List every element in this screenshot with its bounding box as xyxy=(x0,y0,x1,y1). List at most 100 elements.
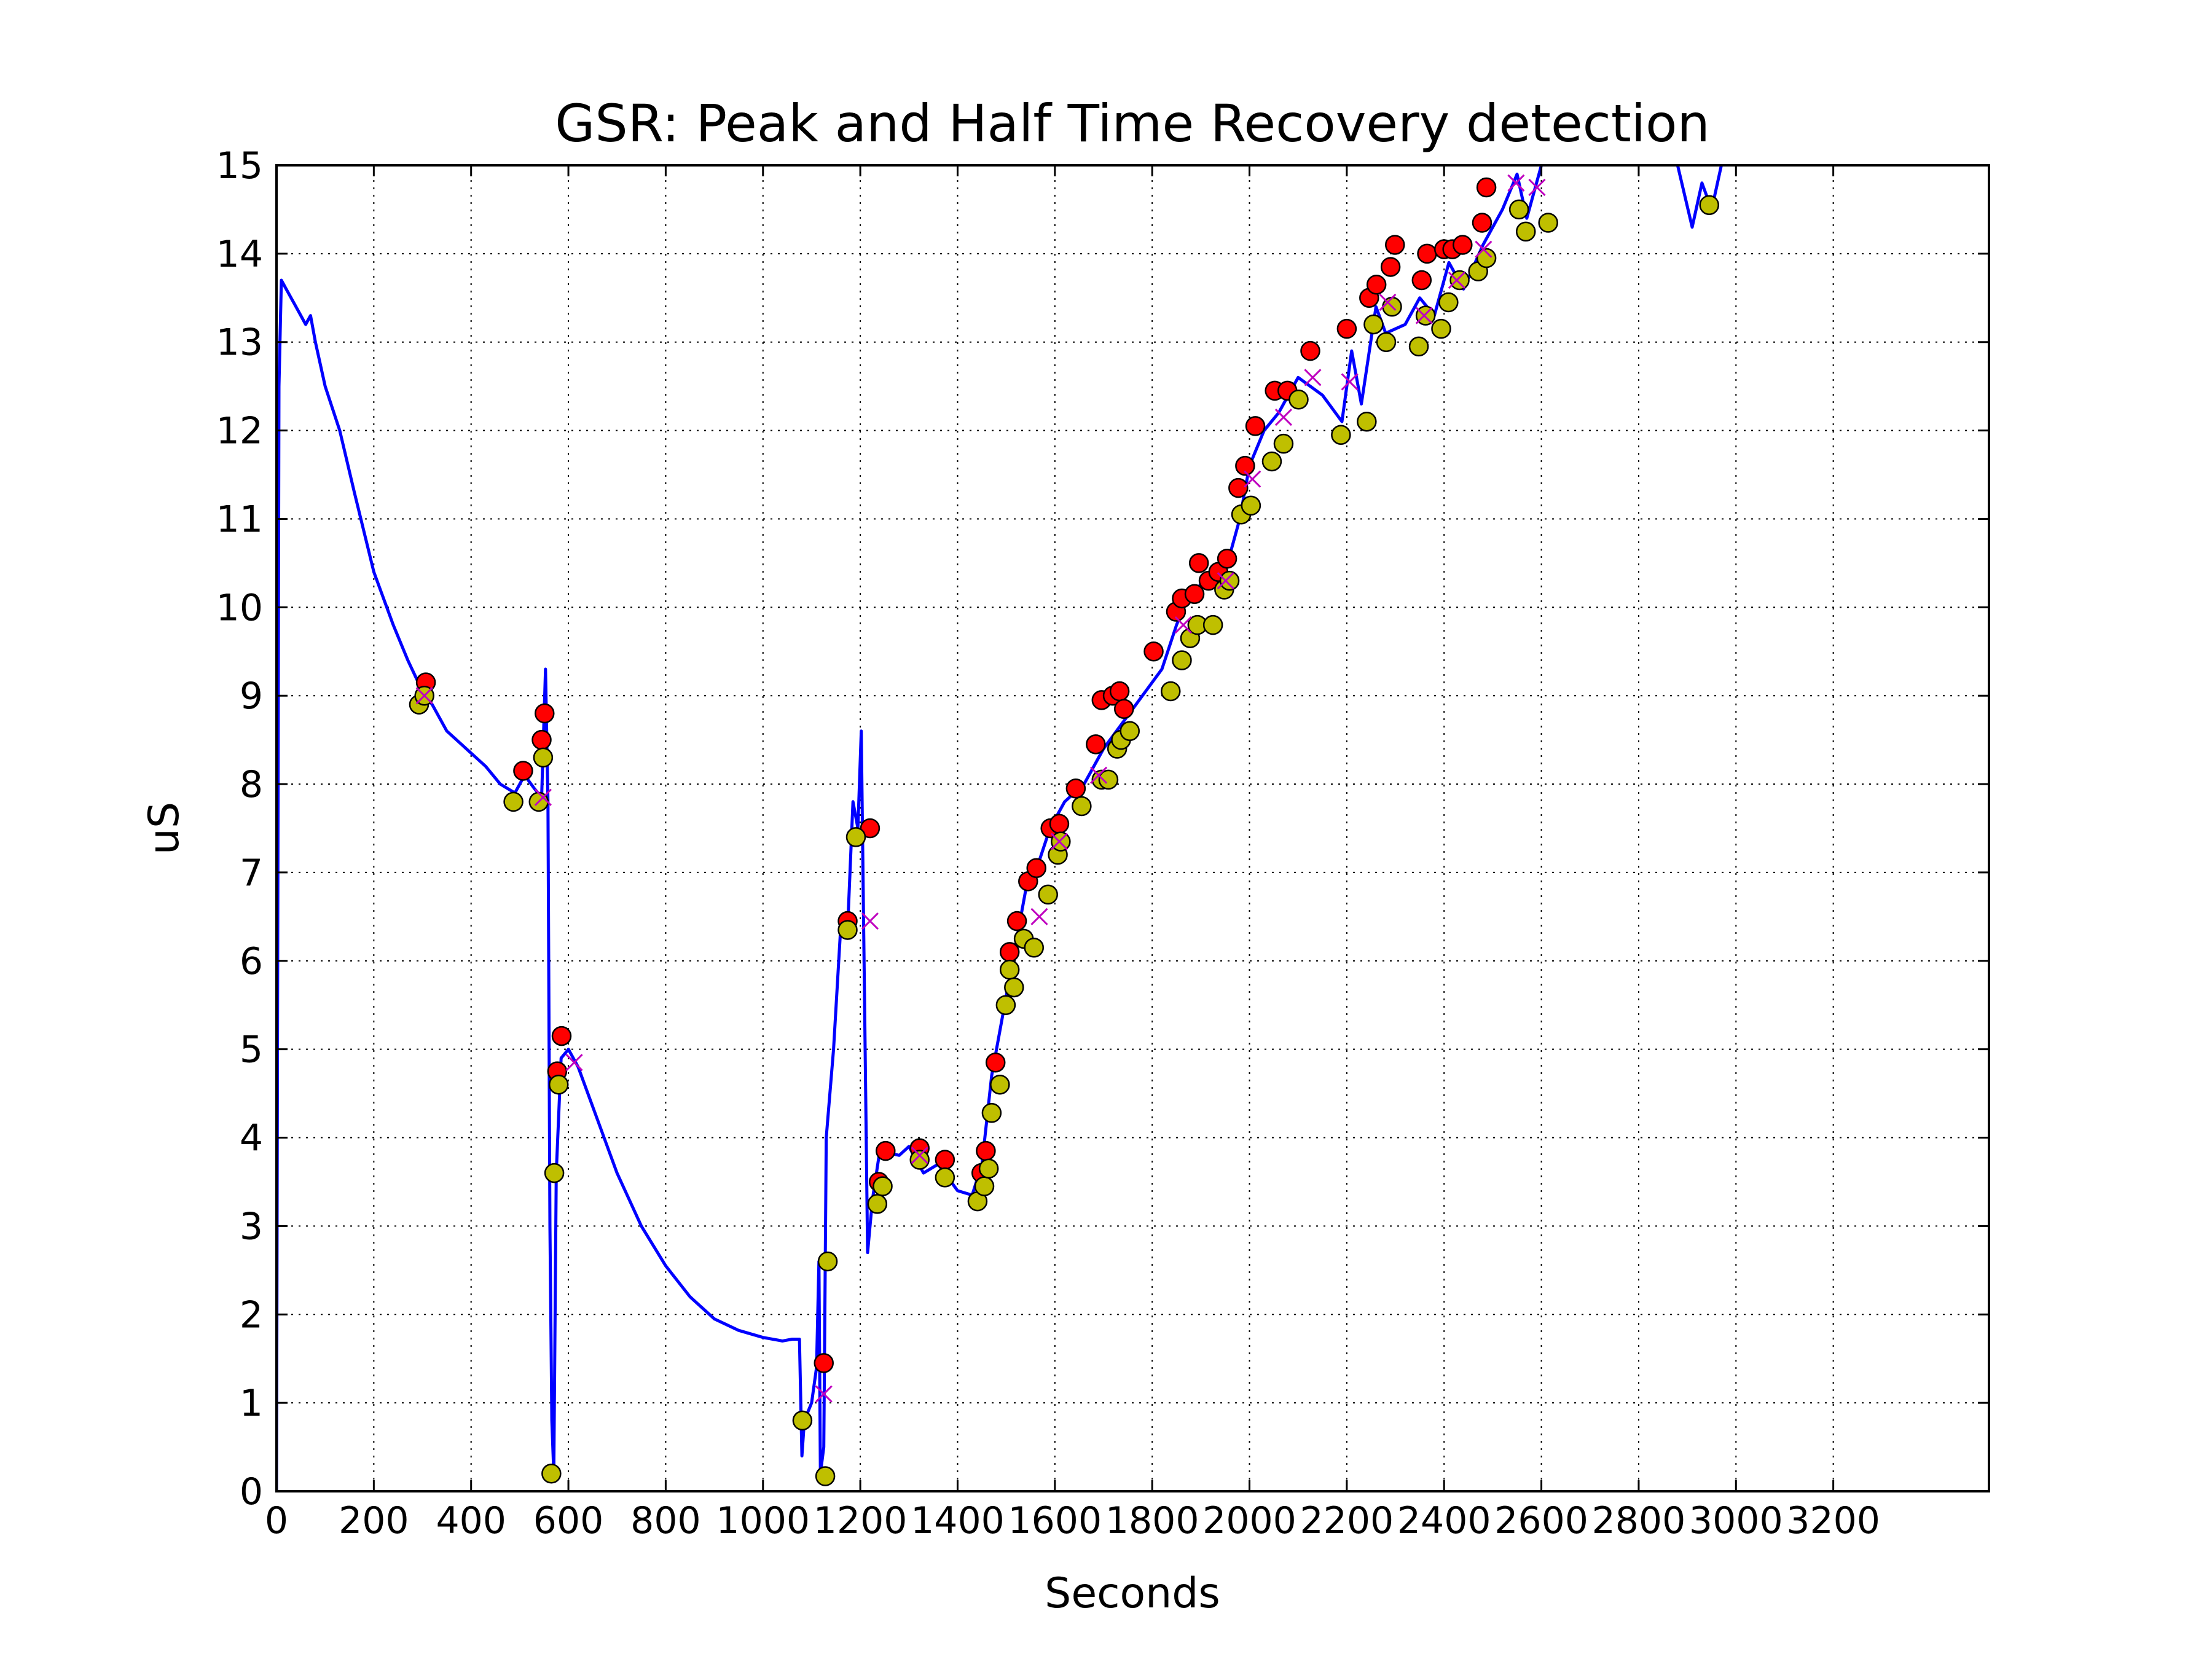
point-marker xyxy=(1188,553,1209,573)
point-marker xyxy=(1366,274,1387,295)
point-marker xyxy=(541,1463,562,1484)
recovery-marker xyxy=(1090,766,1108,784)
x-tick-label: 3000 xyxy=(1689,1499,1783,1542)
axes-frame xyxy=(275,164,1990,1492)
recovery-marker xyxy=(1415,307,1433,324)
point-marker xyxy=(1476,248,1497,269)
point-marker xyxy=(1363,314,1384,335)
point-marker xyxy=(1235,455,1255,476)
y-axis-label: uS xyxy=(140,802,189,855)
y-tick-label: 5 xyxy=(240,1029,263,1072)
point-marker xyxy=(544,1163,565,1183)
y-tick-label: 9 xyxy=(240,675,263,718)
point-marker xyxy=(1228,477,1249,498)
x-tick-label: 2800 xyxy=(1592,1499,1686,1542)
y-tick-label: 11 xyxy=(216,498,263,541)
ticks: 0 200 400 600 800 1000 1200 1400 1600 1800 2000 220… xyxy=(216,144,1989,1542)
point-marker xyxy=(1172,650,1192,670)
point-marker xyxy=(1515,221,1536,242)
point-marker xyxy=(985,1052,1006,1073)
point-marker xyxy=(1273,433,1294,454)
point-marker xyxy=(860,818,880,839)
point-marker xyxy=(845,827,866,847)
point-marker xyxy=(999,942,1020,962)
point-marker xyxy=(1217,548,1237,569)
point-marker xyxy=(974,1176,995,1196)
point-marker xyxy=(1120,721,1140,741)
point-marker xyxy=(1245,416,1266,436)
point-marker xyxy=(1098,769,1119,790)
recovery-marker xyxy=(1244,470,1261,488)
recovery-marker xyxy=(1274,408,1293,426)
point-marker xyxy=(1417,243,1437,264)
point-marker xyxy=(1336,318,1357,339)
point-marker xyxy=(1476,177,1497,198)
y-tick-label: 6 xyxy=(240,940,263,983)
x-tick-label: 1000 xyxy=(716,1499,810,1542)
x-tick-label: 1600 xyxy=(1008,1499,1102,1542)
recovery-marker xyxy=(1174,616,1192,634)
point-marker xyxy=(837,920,858,940)
point-marker xyxy=(792,1410,813,1431)
point-marker xyxy=(935,1150,955,1170)
point-marker xyxy=(1331,425,1351,445)
point-marker xyxy=(1065,779,1086,799)
x-tick-label: 2400 xyxy=(1397,1499,1491,1542)
recovery-marker xyxy=(1341,373,1359,391)
point-marker xyxy=(1431,318,1451,339)
point-marker xyxy=(503,791,524,812)
point-marker xyxy=(1415,305,1436,326)
recovery-marker xyxy=(1217,572,1234,590)
recovery-marker xyxy=(1050,833,1069,850)
point-marker xyxy=(1288,389,1309,410)
x-tick-label: 600 xyxy=(533,1499,604,1542)
point-marker xyxy=(1184,584,1205,605)
x-tick-label: 800 xyxy=(630,1499,701,1542)
point-marker xyxy=(1219,570,1240,591)
x-axis-label: Seconds xyxy=(1045,1569,1220,1618)
y-tick-label: 2 xyxy=(240,1293,263,1336)
point-marker xyxy=(873,1176,893,1196)
y-tick-label: 3 xyxy=(240,1205,263,1248)
point-marker xyxy=(1380,257,1401,277)
x-tick-label: 2600 xyxy=(1494,1499,1588,1542)
recovery-marker xyxy=(415,687,433,705)
point-marker xyxy=(1202,614,1223,635)
point-marker xyxy=(1004,977,1024,998)
point-marker xyxy=(981,1103,1002,1123)
point-marker xyxy=(548,1074,569,1095)
x-tick-label: 0 xyxy=(265,1499,288,1542)
x-tick-label: 1200 xyxy=(814,1499,908,1542)
point-marker xyxy=(1038,884,1058,905)
x-tick-label: 3200 xyxy=(1786,1499,1880,1542)
y-tick-label: 14 xyxy=(216,233,263,276)
recovery-marker xyxy=(861,912,879,930)
y-tick-label: 7 xyxy=(240,852,263,895)
point-marker xyxy=(1024,937,1045,958)
y-tick-label: 0 xyxy=(240,1470,263,1513)
recovery-marker xyxy=(1304,369,1322,386)
point-marker xyxy=(1113,699,1134,720)
y-tick-label: 4 xyxy=(240,1117,263,1160)
point-marker xyxy=(533,747,554,768)
point-marker xyxy=(817,1251,838,1272)
point-marker xyxy=(1357,411,1377,432)
point-marker xyxy=(535,703,555,724)
recovery-marker xyxy=(1448,271,1465,289)
point-marker xyxy=(909,1150,930,1170)
point-marker xyxy=(1300,340,1320,361)
point-marker xyxy=(1538,213,1558,233)
y-tick-label: 1 xyxy=(240,1382,263,1425)
point-marker xyxy=(1143,641,1164,662)
x-tick-label: 1800 xyxy=(1105,1499,1199,1542)
recovery-marker xyxy=(1528,178,1546,197)
point-marker xyxy=(1438,292,1459,313)
x-tick-label: 1400 xyxy=(911,1499,1005,1542)
point-marker xyxy=(995,995,1016,1015)
recovery-marker xyxy=(1475,240,1492,258)
point-marker xyxy=(1049,814,1070,834)
point-marker xyxy=(1109,681,1130,702)
y-tick-label: 12 xyxy=(216,410,263,453)
point-marker xyxy=(1161,681,1181,702)
